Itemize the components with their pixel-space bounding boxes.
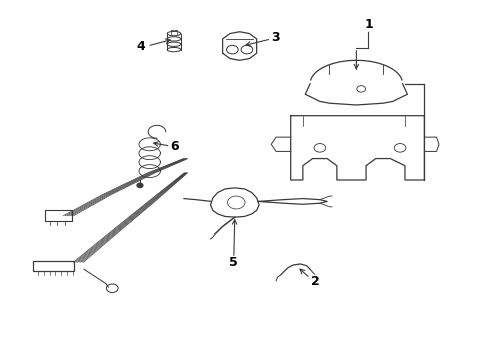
Text: 3: 3 [270,31,279,44]
Text: 1: 1 [364,18,372,31]
FancyBboxPatch shape [45,210,72,221]
Circle shape [137,183,142,188]
FancyBboxPatch shape [33,261,74,271]
Text: 5: 5 [229,256,238,269]
Text: 2: 2 [310,275,319,288]
Text: 4: 4 [136,40,145,53]
Text: 6: 6 [170,140,179,153]
